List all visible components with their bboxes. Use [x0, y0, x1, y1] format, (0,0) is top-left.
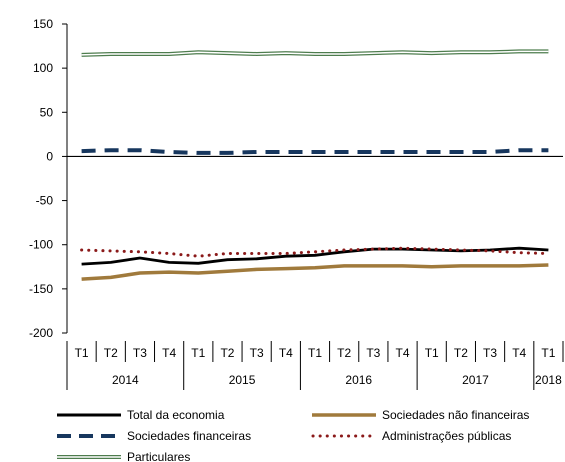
x-quarter-label: T3 — [250, 346, 264, 360]
x-quarter-label: T2 — [104, 346, 118, 360]
x-year-label: 2018 — [535, 373, 562, 387]
legend-line-nao-financeiras — [312, 413, 376, 417]
series-line-2 — [81, 263, 549, 281]
x-quarter-label: T4 — [162, 346, 176, 360]
y-tick-label: 150 — [33, 17, 53, 31]
x-year-label: 2014 — [112, 373, 139, 387]
x-quarter-label: T2 — [220, 346, 234, 360]
legend-line-financeiras — [57, 434, 121, 438]
x-year-label: 2015 — [229, 373, 256, 387]
legend-item-financeiras: Sociedades financeiras — [55, 426, 251, 446]
x-quarter-label: T1 — [191, 346, 205, 360]
legend-label-nao-financeiras: Sociedades não financeiras — [382, 408, 530, 422]
x-quarter-label: T4 — [396, 346, 410, 360]
legend-line-particulares — [57, 455, 121, 459]
series-lines — [80, 49, 550, 281]
legend-label-total: Total da economia — [127, 408, 225, 422]
legend: Total da economia Sociedades não finance… — [0, 400, 565, 462]
x-quarter-label: T2 — [454, 346, 468, 360]
series-line-5-inner — [81, 50, 549, 56]
y-tick-label: 50 — [40, 105, 54, 119]
x-quarter-label: T1 — [75, 346, 89, 360]
legend-label-administracoes: Administrações públicas — [382, 429, 512, 443]
y-tick-label: -50 — [36, 194, 54, 208]
x-quarter-label: T1 — [541, 346, 555, 360]
legend-label-particulares: Particulares — [127, 450, 191, 462]
y-tick-label: 100 — [33, 61, 53, 75]
y-tick-label: 0 — [46, 149, 53, 163]
x-quarter-label: T4 — [512, 346, 526, 360]
y-tick-label: -200 — [29, 326, 53, 340]
legend-item-total: Total da economia — [55, 405, 224, 425]
x-quarter-label: T2 — [337, 346, 351, 360]
series-line-3 — [81, 148, 549, 155]
x-quarter-label: T1 — [425, 346, 439, 360]
y-tick-label: -100 — [29, 238, 53, 252]
legend-item-administracoes: Administrações públicas — [310, 426, 511, 446]
legend-line-total — [57, 413, 121, 417]
x-year-label: 2017 — [462, 373, 489, 387]
x-year-label: 2016 — [345, 373, 372, 387]
y-axis: 150 100 50 0 -50 -100 -150 -200 — [29, 17, 563, 340]
x-axis: T1 T2 T3 T4 T1 T2 T3 T4 T1 T2 T3 T4 T1 T2 T3 T4 T1 2014 20… — [66, 341, 564, 390]
legend-item-nao-financeiras: Sociedades não financeiras — [310, 405, 529, 425]
x-quarter-label: T1 — [308, 346, 322, 360]
series-line-4 — [80, 246, 550, 258]
legend-item-particulares: Particulares — [55, 447, 190, 462]
x-quarter-label: T3 — [366, 346, 380, 360]
x-quarter-label: T3 — [133, 346, 147, 360]
legend-line-administracoes — [311, 434, 378, 438]
y-tick-label: -150 — [29, 282, 53, 296]
x-quarter-label: T3 — [483, 346, 497, 360]
x-quarter-label: T4 — [279, 346, 293, 360]
legend-label-financeiras: Sociedades financeiras — [127, 429, 252, 443]
